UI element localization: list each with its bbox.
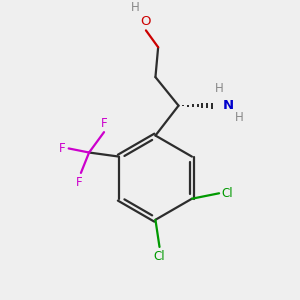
- Text: N: N: [223, 99, 234, 112]
- Text: O: O: [140, 15, 151, 28]
- Text: F: F: [59, 142, 65, 155]
- Text: F: F: [101, 117, 108, 130]
- Text: Cl: Cl: [154, 250, 165, 263]
- Text: H: H: [131, 1, 140, 14]
- Text: H: H: [214, 82, 223, 95]
- Text: H: H: [235, 111, 244, 124]
- Text: Cl: Cl: [221, 187, 233, 200]
- Text: F: F: [76, 176, 83, 189]
